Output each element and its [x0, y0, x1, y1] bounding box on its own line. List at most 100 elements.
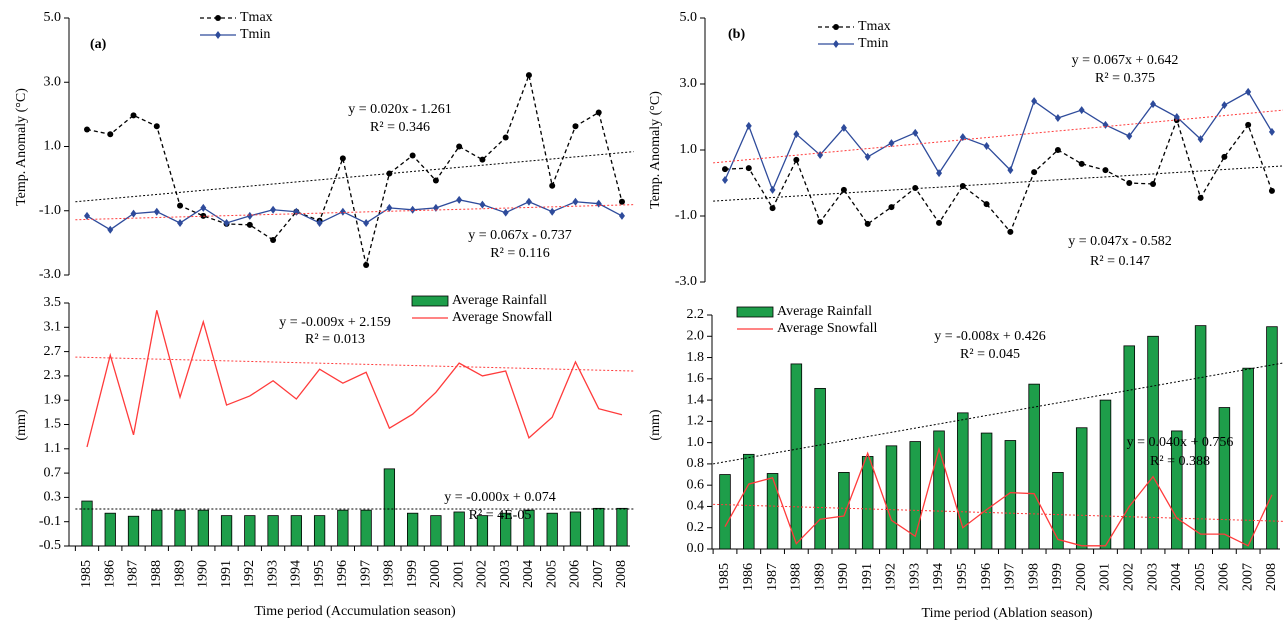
- marker: [1007, 228, 1014, 235]
- marker: [432, 203, 439, 212]
- x-tick-label: 2000: [428, 560, 443, 588]
- marker: [130, 209, 137, 218]
- marker: [502, 134, 509, 141]
- marker: [840, 186, 847, 193]
- legend-marker: [215, 15, 221, 21]
- annotation: y = 0.047x - 0.582: [1068, 234, 1172, 249]
- annotation: y = 0.067x - 0.737: [468, 228, 572, 243]
- trend-line: [713, 503, 1283, 522]
- bar: [104, 512, 116, 547]
- bar: [719, 474, 731, 550]
- marker: [525, 197, 532, 206]
- x-tick-label: 2002: [1121, 563, 1136, 591]
- marker: [1102, 120, 1109, 129]
- marker: [1221, 101, 1228, 110]
- trend-line: [713, 165, 1283, 202]
- y-tick-label: -3.0: [675, 274, 697, 289]
- x-tick-label: 1996: [335, 560, 350, 588]
- marker: [386, 170, 393, 177]
- marker: [888, 204, 895, 211]
- marker: [1245, 121, 1252, 128]
- x-tick-label: 2005: [544, 560, 559, 588]
- series-line: [86, 310, 623, 448]
- marker: [1150, 100, 1157, 109]
- bar: [957, 412, 969, 550]
- annotation: y = -0.008x + 0.426: [934, 329, 1045, 344]
- marker: [722, 176, 728, 185]
- x-axis-title: Time period (Accumulation season): [254, 604, 456, 619]
- bar: [814, 387, 826, 550]
- marker: [270, 236, 277, 243]
- bar: [1266, 326, 1278, 550]
- x-tick-label: 2001: [451, 560, 466, 588]
- marker: [130, 112, 137, 119]
- bar: [909, 441, 921, 550]
- x-tick-label: 1995: [955, 563, 970, 591]
- marker: [595, 199, 602, 208]
- legend-label: Tmax: [858, 19, 891, 34]
- x-tick-label: 1998: [1026, 563, 1041, 591]
- marker: [912, 184, 919, 191]
- x-tick-label: 2006: [1217, 563, 1232, 591]
- marker: [817, 218, 824, 225]
- annotation: y = 0.067x + 0.642: [1072, 53, 1179, 68]
- x-tick-label: 1990: [836, 563, 851, 591]
- marker: [1245, 87, 1252, 96]
- x-tick-label: 1991: [219, 560, 234, 588]
- marker: [1221, 153, 1228, 160]
- bar: [523, 509, 535, 547]
- y-tick-label: 1.2: [687, 414, 705, 429]
- marker: [618, 198, 625, 205]
- legend-label: Tmin: [858, 36, 888, 51]
- y-tick-label: 0.6: [687, 477, 705, 492]
- trend-line: [75, 356, 634, 372]
- legend-label: Tmin: [240, 27, 270, 42]
- trend-line: [75, 204, 634, 221]
- bar: [1075, 427, 1088, 550]
- annotation: R² = 0.388: [1150, 454, 1210, 469]
- x-tick-label: 1993: [907, 563, 922, 591]
- y-tick-label: 0.8: [687, 456, 705, 471]
- marker: [432, 177, 439, 184]
- marker: [1150, 180, 1157, 187]
- bar: [1171, 430, 1183, 550]
- y-tick-label: 0.0: [687, 541, 705, 556]
- marker: [793, 156, 800, 163]
- bar: [1099, 399, 1112, 550]
- marker: [246, 221, 253, 228]
- marker: [618, 211, 625, 220]
- marker: [1126, 180, 1133, 186]
- bar: [290, 515, 302, 547]
- marker: [1102, 167, 1109, 174]
- marker: [200, 203, 207, 212]
- marker: [769, 185, 776, 194]
- x-tick-label: 1998: [382, 560, 397, 588]
- x-tick-label: 1992: [242, 560, 257, 588]
- marker: [745, 121, 752, 130]
- marker: [549, 207, 556, 216]
- bar: [933, 430, 945, 550]
- annotation: R² = 0.013: [305, 332, 365, 347]
- bar: [1004, 440, 1017, 550]
- bar: [980, 432, 993, 550]
- marker: [107, 225, 114, 234]
- legend-label: Tmax: [240, 10, 273, 25]
- annotation: R² = 0.116: [490, 246, 549, 261]
- x-tick-label: 2006: [568, 560, 583, 588]
- bar: [1242, 367, 1254, 550]
- x-tick-label: 2002: [475, 560, 490, 588]
- annotation: R² = 0.346: [370, 120, 430, 135]
- marker: [177, 202, 184, 209]
- marker: [84, 211, 90, 220]
- marker: [153, 207, 160, 216]
- marker: [479, 200, 486, 209]
- marker: [1126, 132, 1133, 141]
- series-line: [724, 446, 1273, 547]
- y-tick-label: -0.5: [39, 538, 61, 553]
- marker: [339, 155, 346, 162]
- marker: [1268, 187, 1275, 194]
- bar: [453, 511, 465, 547]
- marker: [456, 143, 463, 150]
- legend-label: Average Snowfall: [452, 310, 553, 325]
- y-tick-label: 0.4: [687, 499, 705, 514]
